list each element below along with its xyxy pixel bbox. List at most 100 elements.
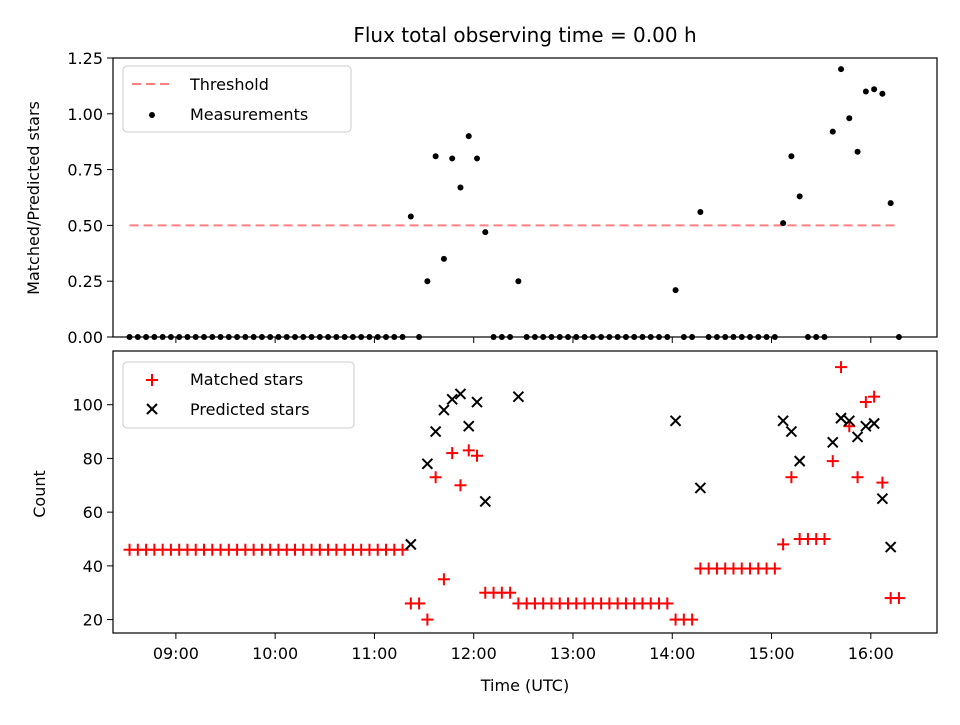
- legend-threshold-label: Threshold: [189, 75, 269, 94]
- legend-measurements-label: Measurements: [190, 105, 308, 124]
- predicted-star-marker: [860, 420, 872, 432]
- bottom-y-tick-label: 20: [83, 611, 103, 630]
- predicted-star-marker: [669, 415, 682, 427]
- matched-star-marker: [859, 396, 872, 409]
- measurement-point: [829, 128, 836, 135]
- matched-star-marker: [421, 613, 434, 626]
- matched-star-marker: [504, 586, 517, 599]
- measurement-point: [465, 133, 472, 140]
- x-tick-label: 12:00: [451, 644, 497, 663]
- measurement-point: [440, 255, 447, 262]
- matched-star-marker: [826, 455, 839, 468]
- bottom-legend: Matched stars Predicted stars: [122, 361, 355, 429]
- predicted-star-marker: [479, 495, 491, 508]
- measurement-point: [796, 193, 803, 200]
- legend-matched-label: Matched stars: [190, 370, 303, 389]
- top-legend: Threshold Measurements: [122, 65, 352, 133]
- predicted-star-marker: [843, 415, 856, 427]
- predicted-star-marker: [405, 538, 417, 551]
- measurement-point: [697, 209, 704, 216]
- predicted-star-marker: [512, 390, 525, 403]
- measurement-point: [871, 86, 878, 93]
- matched-star-marker: [818, 533, 831, 545]
- matched-star-marker: [777, 538, 790, 551]
- matched-star-marker: [892, 592, 905, 605]
- predicted-star-marker: [438, 404, 450, 416]
- predicted-star-marker: [868, 417, 880, 430]
- predicted-star-marker: [429, 425, 442, 438]
- predicted-star-marker: [446, 393, 458, 406]
- legend-predicted-label: Predicted stars: [190, 400, 310, 419]
- top-y-ticks: 0.00 0.25 0.50 0.75 1.00 1.25: [67, 49, 113, 347]
- measurement-point: [515, 278, 522, 285]
- predicted-star-marker: [463, 420, 475, 432]
- bottom-y-tick-label: 100: [72, 396, 103, 415]
- predicted-star-marker: [851, 431, 864, 443]
- top-axes: 0.00 0.25 0.50 0.75 1.00 1.25 Matched/Predict…: [24, 49, 938, 347]
- top-y-tick-label: 0.50: [67, 216, 103, 235]
- x-axis-label: Time (UTC): [480, 676, 569, 695]
- matched-star-marker: [868, 390, 881, 403]
- bottom-y-ticks: 20 40 60 80 100: [72, 396, 113, 630]
- measurement-point: [846, 115, 853, 122]
- matched-star-marker: [686, 613, 699, 626]
- top-legend-box: [122, 65, 352, 133]
- matched-star-marker: [785, 471, 798, 484]
- x-tick-label: 11:00: [351, 644, 397, 663]
- top-y-tick-label: 1.00: [67, 105, 103, 124]
- measurement-point: [838, 66, 845, 73]
- bottom-y-axis-label: Count: [30, 470, 49, 518]
- measurement-point: [672, 287, 679, 294]
- top-y-tick-label: 1.25: [67, 49, 103, 68]
- predicted-star-marker: [471, 396, 483, 408]
- x-tick-label: 10:00: [252, 644, 298, 663]
- measurement-point: [862, 88, 869, 95]
- bottom-axes-frame: [112, 350, 938, 634]
- x-tick-label: 14:00: [649, 644, 695, 663]
- measurement-point: [788, 153, 795, 160]
- top-y-axis-label: Matched/Predicted stars: [24, 101, 43, 295]
- measurement-point: [780, 220, 787, 227]
- measurement-point: [432, 153, 439, 160]
- measurement-point: [457, 184, 464, 191]
- x-tick-label: 16:00: [848, 644, 894, 663]
- bottom-axes: 20 40 60 80 100 09:00 10:00 11:00 12:00 13:00 14:…: [30, 350, 938, 695]
- top-axes-frame: [112, 57, 938, 338]
- bottom-y-tick-label: 60: [83, 503, 103, 522]
- matched-star-marker: [454, 479, 467, 492]
- x-tick-label: 15:00: [748, 644, 794, 663]
- matched-star-marker: [768, 562, 781, 575]
- top-y-tick-label: 0.25: [67, 272, 103, 291]
- matched-star-marker: [851, 471, 864, 484]
- predicted-star-marker: [694, 482, 707, 494]
- matched-star-marker: [446, 447, 459, 460]
- measurement-point: [854, 148, 861, 155]
- predicted-star-marker: [884, 541, 897, 553]
- top-y-tick-label: 0.00: [67, 328, 103, 347]
- predicted-star-marker: [785, 425, 798, 438]
- measurement-point: [887, 200, 894, 207]
- predicted-star-marker: [835, 412, 847, 424]
- measurement-point: [449, 155, 456, 162]
- bottom-y-tick-label: 80: [83, 449, 103, 468]
- measurement-point: [424, 278, 431, 285]
- legend-measurements-swatch: [149, 112, 155, 118]
- top-y-tick-label: 0.75: [67, 161, 103, 180]
- matched-star-marker: [413, 597, 426, 610]
- matched-star-marker: [835, 361, 848, 374]
- chart-title: Flux total observing time = 0.00 h: [353, 23, 696, 47]
- predicted-star-marker: [454, 388, 467, 400]
- x-tick-label: 13:00: [550, 644, 596, 663]
- top-x-ticks: [175, 337, 872, 343]
- legend-predicted-swatch: [146, 403, 158, 415]
- predicted-star-marker: [777, 415, 789, 427]
- matched-star-marker: [471, 449, 484, 462]
- measurement-point: [879, 90, 886, 97]
- predicted-star-marker: [793, 455, 806, 467]
- predicted-star-marker: [421, 458, 434, 470]
- bottom-y-tick-label: 40: [83, 557, 103, 576]
- predicted-stars-series: [405, 388, 897, 553]
- measurement-point: [474, 155, 481, 162]
